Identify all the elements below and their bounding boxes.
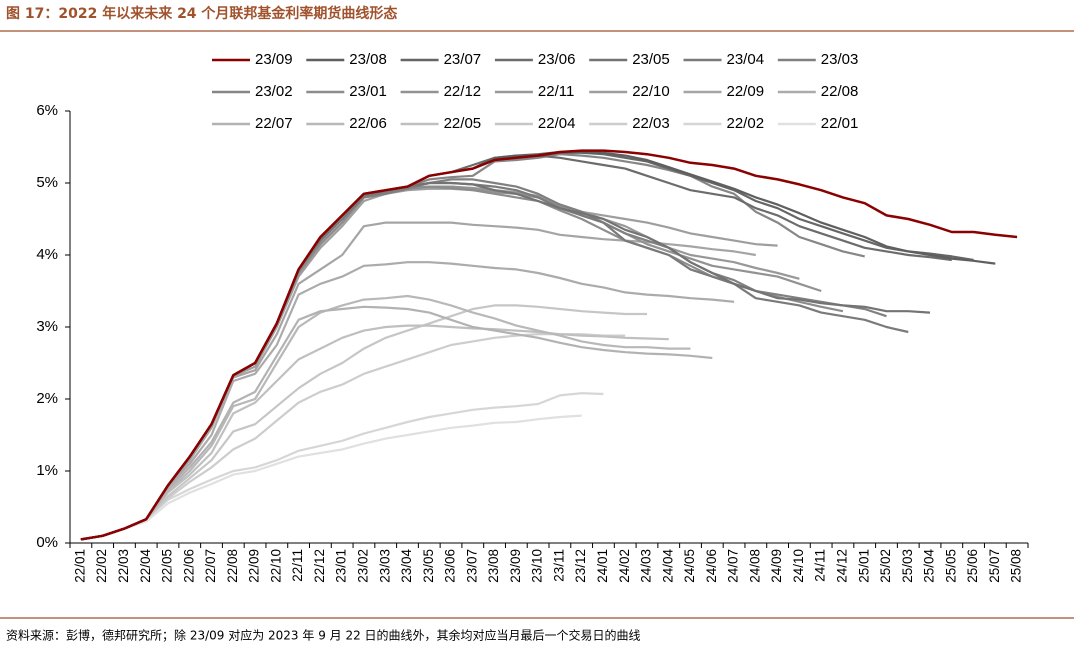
legend-label: 23/05: [632, 51, 670, 68]
legend-label: 22/10: [632, 83, 670, 100]
legend-label: 22/12: [444, 83, 482, 100]
series-line: [80, 185, 800, 541]
legend-label: 23/07: [444, 51, 482, 68]
x-tick-label: 24/08: [747, 549, 762, 583]
legend-label: 22/03: [632, 115, 670, 132]
series-line: [80, 305, 713, 541]
x-tick-label: 23/12: [573, 549, 588, 583]
series-line: [80, 294, 691, 541]
x-tick-label: 25/06: [965, 549, 980, 583]
x-tick-label: 25/01: [856, 549, 871, 583]
y-tick-label: 0%: [36, 534, 58, 551]
series-line: [80, 324, 669, 541]
legend-label: 22/11: [538, 83, 574, 100]
x-tick-label: 25/05: [943, 549, 958, 583]
x-tick-label: 24/11: [813, 549, 828, 582]
x-tick-label: 23/04: [399, 549, 414, 583]
x-tick-label: 22/09: [247, 549, 262, 583]
legend-label: 23/04: [727, 51, 765, 68]
x-tick-label: 24/03: [639, 549, 654, 583]
legend-label: 22/07: [255, 115, 293, 132]
legend-label: 23/03: [821, 51, 859, 68]
y-tick-label: 3%: [36, 318, 58, 335]
x-tick-label: 22/12: [312, 549, 327, 583]
legend-label: 23/02: [255, 83, 293, 100]
x-tick-label: 23/10: [530, 549, 545, 583]
x-tick-label: 22/10: [268, 549, 283, 583]
series-line: [80, 333, 626, 541]
x-tick-label: 24/09: [769, 549, 784, 583]
x-tick-label: 22/03: [116, 549, 131, 583]
legend-label: 22/05: [444, 115, 482, 132]
y-tick-label: 4%: [36, 246, 58, 263]
x-tick-label: 22/06: [181, 549, 196, 583]
x-tick-label: 23/01: [334, 549, 349, 583]
x-tick-label: 22/04: [138, 549, 153, 583]
x-tick-label: 23/06: [443, 549, 458, 583]
series-line: [80, 185, 822, 541]
x-tick-label: 24/07: [726, 549, 741, 583]
series-line: [80, 153, 865, 541]
series-line: [80, 414, 582, 541]
x-tick-label: 22/08: [225, 549, 240, 583]
x-tick-label: 23/08: [486, 549, 501, 583]
legend-label: 22/08: [821, 83, 859, 100]
legend-label: 22/09: [727, 83, 765, 100]
series-line: [80, 178, 887, 541]
x-tick-label: 23/09: [508, 549, 523, 583]
x-tick-label: 22/05: [160, 549, 175, 583]
x-tick-label: 23/11: [551, 549, 566, 582]
legend-label: 22/01: [821, 115, 859, 132]
x-tick-label: 23/07: [464, 549, 479, 583]
x-tick-label: 23/03: [377, 549, 392, 583]
series-line: [80, 261, 735, 541]
x-tick-label: 24/05: [682, 549, 697, 583]
x-tick-label: 24/10: [791, 549, 806, 583]
x-tick-label: 24/04: [660, 549, 675, 583]
series-line: [80, 149, 1018, 541]
x-tick-label: 22/07: [203, 549, 218, 583]
y-tick-label: 6%: [36, 102, 58, 119]
x-tick-label: 24/06: [704, 549, 719, 583]
legend-label: 23/08: [349, 51, 387, 68]
x-tick-label: 23/02: [355, 549, 370, 583]
series-line: [80, 392, 604, 541]
legend-label: 22/02: [727, 115, 765, 132]
series-line: [80, 304, 647, 541]
x-tick-label: 24/01: [595, 549, 610, 583]
series-line: [80, 187, 778, 541]
x-tick-label: 24/02: [617, 549, 632, 583]
y-tick-label: 2%: [36, 390, 58, 407]
source-note: 资料来源：彭博，德邦研究所；除 23/09 对应为 2023 年 9 月 22 …: [6, 628, 641, 643]
x-tick-label: 23/05: [421, 549, 436, 583]
chart-title: 图 17：2022 年以来未来 24 个月联邦基金利率期货曲线形态: [6, 5, 397, 22]
legend-label: 23/01: [349, 83, 387, 100]
x-tick-label: 22/11: [290, 549, 305, 582]
legend-label: 23/06: [538, 51, 576, 68]
y-tick-label: 1%: [36, 462, 58, 479]
x-tick-label: 24/12: [834, 549, 849, 583]
legend-label: 22/04: [538, 115, 576, 132]
legend-label: 22/06: [349, 115, 387, 132]
x-tick-label: 25/07: [987, 549, 1002, 583]
series-line: [80, 154, 952, 541]
x-tick-label: 25/08: [1009, 549, 1024, 583]
x-tick-label: 22/02: [94, 549, 109, 583]
x-tick-label: 25/02: [878, 549, 893, 583]
y-tick-label: 5%: [36, 174, 58, 191]
x-tick-label: 25/04: [922, 549, 937, 583]
x-tick-label: 22/01: [72, 549, 87, 583]
legend-label: 23/09: [255, 51, 293, 68]
x-tick-label: 25/03: [900, 549, 915, 583]
